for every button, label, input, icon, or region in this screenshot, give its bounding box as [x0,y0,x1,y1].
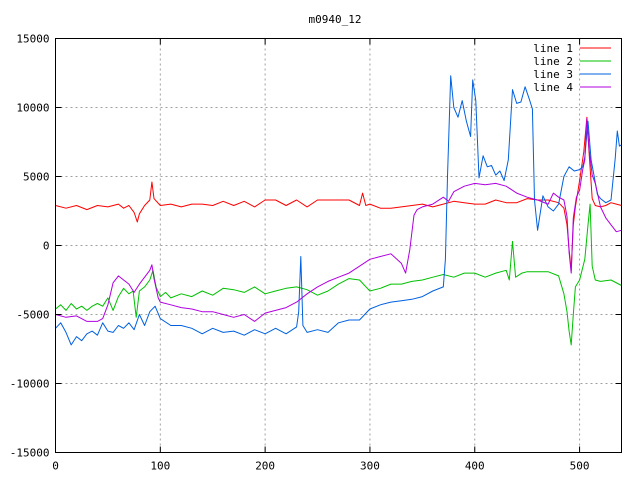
x-tick-label: 0 [52,460,59,473]
legend-label-1: line 1 [533,42,573,55]
x-tick-label: 500 [570,460,590,473]
series-line-4 [55,118,622,322]
series-line-2 [55,203,622,346]
legend-label-3: line 3 [533,68,573,81]
tick-layer: 0 100 200 300 400 500 -15000 -10000 -5000 0 5000 10… [10,33,622,473]
series-line-1 [55,116,622,271]
y-tick-label: -10000 [10,378,50,391]
y-tick-label: -15000 [10,447,50,460]
x-tick-label: 100 [150,460,170,473]
y-tick-label: 15000 [16,33,49,46]
x-tick-label: 300 [360,460,380,473]
legend-label-4: line 4 [533,81,573,94]
chart-title: m0940_12 [309,13,362,26]
legend-label-2: line 2 [533,55,573,68]
series-layer [55,75,622,346]
grid-layer [55,38,622,453]
x-tick-label: 200 [255,460,275,473]
series-line-3 [55,75,622,346]
y-tick-label: 5000 [23,171,50,184]
y-tick-label: 10000 [16,102,49,115]
x-tick-label: 400 [465,460,485,473]
y-tick-label: -5000 [16,309,49,322]
y-tick-label: 0 [43,240,50,253]
